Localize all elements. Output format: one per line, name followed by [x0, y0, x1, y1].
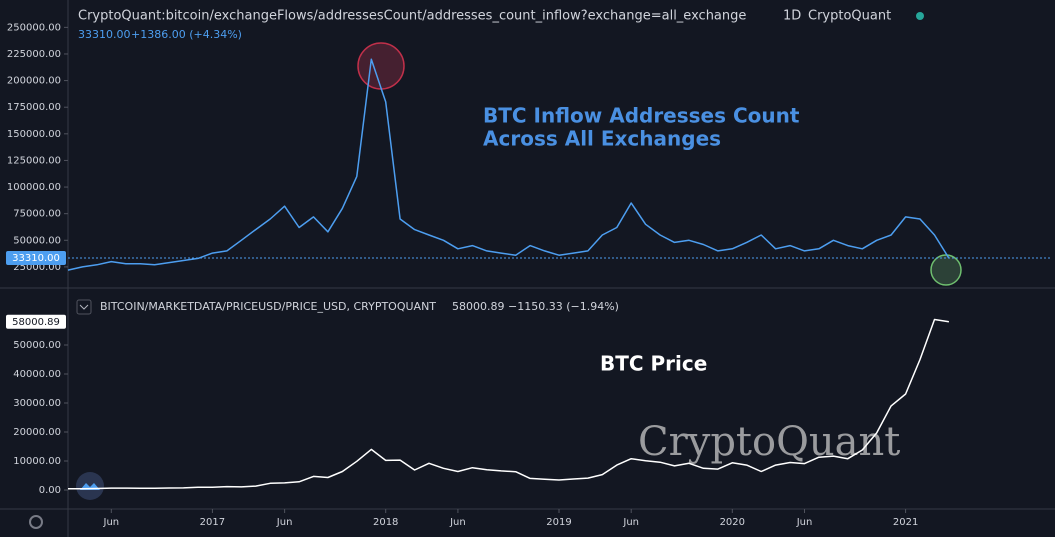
y-tick-label: 30000.00	[13, 398, 61, 409]
annotation: BTC Inflow Addresses Count	[483, 104, 800, 128]
annotation: BTC Price	[600, 352, 707, 376]
last-value-box	[6, 314, 66, 329]
source: CryptoQuant	[808, 9, 891, 24]
interval: 1D	[783, 9, 801, 24]
last-value-label: 33310.00	[12, 253, 60, 264]
last-value-box	[6, 251, 66, 266]
highlight-circle	[357, 42, 405, 90]
legend-change: +1386.00 (+4.34%)	[131, 28, 242, 41]
y-tick-label: 225000.00	[7, 49, 61, 60]
x-tick-label: 2020	[720, 517, 745, 528]
annotation: Across All Exchanges	[483, 127, 721, 151]
x-tick-label: Jun	[622, 517, 639, 528]
x-tick-label: 2017	[200, 517, 225, 528]
chevron	[79, 304, 89, 310]
logo	[76, 472, 104, 500]
y-tick-label: 50000.00	[13, 340, 61, 351]
x-tick-label: 2018	[373, 517, 398, 528]
watermark: CryptoQuant	[638, 419, 900, 465]
y-tick-label: 175000.00	[7, 102, 61, 113]
y-tick-label: 100000.00	[7, 182, 61, 193]
highlight-circle	[930, 254, 962, 286]
legend-change: −1150.33 (−1.94%)	[508, 300, 619, 313]
series-line	[67, 58, 950, 271]
y-tick-label: 50000.00	[13, 235, 61, 246]
y-tick-label: 10000.00	[13, 456, 61, 467]
legend-value: 33310.00	[78, 28, 131, 41]
settings-icon[interactable]	[29, 515, 43, 529]
y-tick-label: 75000.00	[13, 209, 61, 220]
y-tick-label: 20000.00	[13, 427, 61, 438]
y-tick-label: 0.00	[39, 485, 61, 496]
x-tick-label: 2019	[546, 517, 571, 528]
x-tick-label: Jun	[796, 517, 813, 528]
collapse-button[interactable]	[76, 299, 92, 315]
last-value-label: 58000.89	[12, 317, 60, 328]
series-line	[67, 318, 950, 490]
y-tick-label: 250000.00	[7, 22, 61, 33]
x-tick-label: Jun	[449, 517, 466, 528]
y-tick-label: 200000.00	[7, 76, 61, 87]
x-tick-label: Jun	[276, 517, 293, 528]
legend-title: BITCOIN/MARKETDATA/PRICEUSD/PRICE_USD, C…	[100, 300, 436, 313]
y-tick-label: 40000.00	[13, 369, 61, 380]
x-tick-label: 2021	[893, 517, 918, 528]
legend-value: 58000.89	[452, 300, 505, 313]
y-tick-label: 125000.00	[7, 155, 61, 166]
x-tick-label: Jun	[103, 517, 120, 528]
status-dot	[916, 12, 924, 20]
y-tick-label: 150000.00	[7, 129, 61, 140]
chart-title: CryptoQuant:bitcoin/exchangeFlows/addres…	[78, 9, 746, 24]
y-tick-label: 25000.00	[13, 262, 61, 273]
